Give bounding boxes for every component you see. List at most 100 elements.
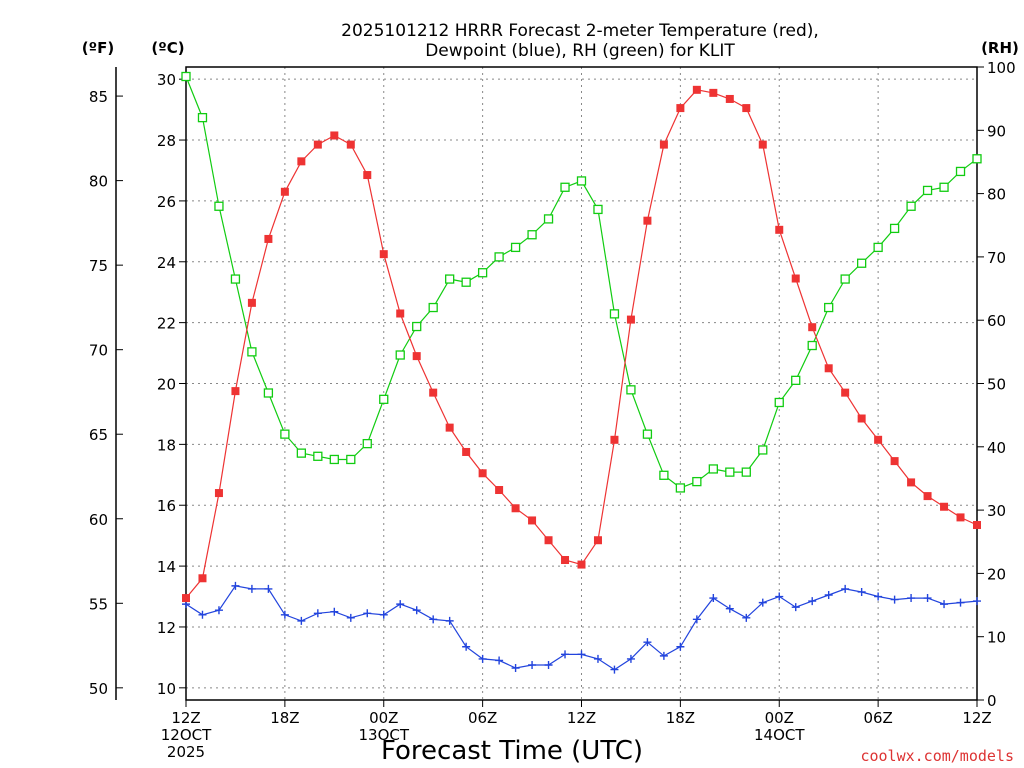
x-tick-label: 12OCT: [161, 726, 212, 744]
rh-point: [692, 476, 702, 487]
rh-point: [181, 71, 191, 82]
x-tick-label: 18Z: [666, 709, 695, 727]
rh-point: [906, 201, 916, 211]
dewpoint-point: [231, 581, 240, 590]
rh-point: [609, 309, 620, 319]
rh-point: [807, 340, 817, 351]
dewpoint-point: [577, 650, 586, 659]
rh-tick-label: 90: [987, 122, 1006, 140]
temperature-point: [593, 536, 602, 545]
rh-point: [477, 268, 488, 278]
fahrenheit-tick-label: 65: [89, 426, 108, 444]
temperature-point: [791, 274, 800, 283]
rh-point: [840, 274, 850, 284]
celsius-tick-label: 16: [157, 497, 176, 515]
temperature-point: [824, 364, 833, 373]
temperature-point: [495, 486, 504, 495]
rh-point: [758, 445, 768, 455]
rh-point: [362, 438, 372, 449]
rh-point: [774, 397, 784, 408]
celsius-unit-label: (ºC): [151, 39, 184, 57]
dewpoint-point: [758, 598, 767, 607]
rh-unit-label: (RH): [981, 39, 1019, 57]
fahrenheit-tick-label: 70: [89, 342, 108, 360]
rh-point: [445, 274, 455, 284]
dewpoint-point: [445, 616, 454, 625]
rh-point: [725, 467, 735, 477]
x-tick-label: 12Z: [171, 709, 200, 727]
temperature-point: [742, 104, 751, 113]
chart-title-line-1: 2025101212 HRRR Forecast 2-meter Tempera…: [341, 21, 819, 41]
temperature-point: [544, 536, 553, 545]
rh-point: [543, 214, 554, 224]
rh-tick-label: 40: [987, 439, 1006, 457]
temperature-point: [396, 309, 405, 318]
dewpoint-point: [874, 592, 883, 601]
temperature-point: [379, 250, 388, 259]
dewpoint-point: [429, 615, 438, 624]
celsius-tick-label: 18: [157, 436, 176, 454]
dewpoint-point: [626, 654, 635, 663]
rh-tick-label: 60: [987, 312, 1006, 330]
celsius-tick-label: 28: [157, 132, 176, 150]
x-tick-label: 12Z: [567, 709, 596, 727]
rh-point: [626, 385, 636, 395]
dewpoint-point: [923, 594, 932, 603]
temperature-point: [280, 187, 289, 196]
temperature-point: [429, 388, 438, 397]
temperature-point: [363, 171, 372, 180]
rh-point: [346, 454, 356, 465]
rh-point: [379, 394, 389, 404]
dewpoint-point: [643, 638, 652, 647]
fahrenheit-tick-label: 80: [89, 173, 108, 191]
dewpoint-point: [659, 651, 668, 660]
rh-point: [708, 464, 718, 474]
fahrenheit-tick-label: 50: [89, 680, 108, 698]
x-tick-label: 00Z: [765, 709, 794, 727]
rh-point: [560, 182, 570, 192]
rh-point: [741, 467, 751, 477]
rh-point: [313, 451, 323, 461]
dewpoint-point: [478, 654, 487, 663]
dewpoint-point: [363, 609, 372, 618]
temperature-point: [231, 387, 240, 396]
rh-point: [510, 242, 521, 253]
celsius-tick-label: 20: [157, 376, 176, 394]
rh-point: [972, 154, 982, 164]
temperature-point: [577, 560, 586, 569]
rh-point: [873, 242, 883, 253]
rh-tick-label: 100: [987, 59, 1016, 77]
temperature-point: [264, 234, 273, 243]
dewpoint-point: [824, 591, 833, 600]
celsius-tick-label: 26: [157, 193, 176, 211]
temperature-point: [659, 140, 668, 149]
temperature-point: [528, 516, 537, 525]
dewpoint-point: [940, 600, 949, 609]
temperature-point: [956, 513, 965, 522]
x-axis-label: Forecast Time (UTC): [381, 736, 643, 766]
dewpoint-point: [841, 584, 850, 593]
rh-point: [824, 302, 834, 313]
x-tick-label: 18Z: [270, 709, 299, 727]
plot-frame: [185, 66, 978, 701]
temperature-point: [478, 469, 487, 478]
rh-point: [675, 483, 686, 493]
dewpoint-point: [709, 594, 718, 603]
temperature-point: [561, 556, 570, 565]
rh-tick-label: 20: [987, 565, 1006, 583]
x-tick-label: 13OCT: [358, 726, 409, 744]
temperature-point: [940, 502, 949, 511]
x-tick-label: 00Z: [369, 709, 398, 727]
temperature-point: [330, 131, 339, 140]
temperature-point: [923, 492, 932, 501]
temperature-point: [643, 216, 652, 225]
temperature-point: [841, 388, 850, 397]
dewpoint-point: [610, 665, 619, 674]
dewpoint-point: [593, 654, 602, 663]
rh-point: [230, 274, 241, 284]
temperature-point: [857, 414, 866, 423]
dewpoint-point: [264, 584, 273, 593]
x-tick-label: 06Z: [468, 709, 497, 727]
